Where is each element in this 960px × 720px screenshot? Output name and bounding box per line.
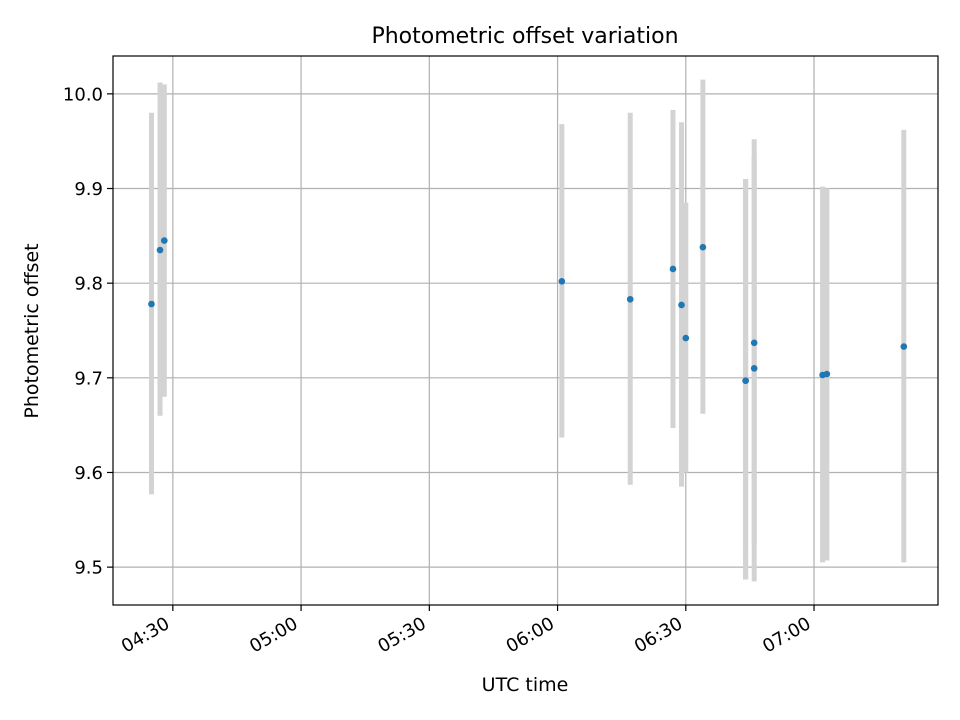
data-point	[742, 377, 749, 384]
x-tick-label: 05:00	[246, 613, 301, 657]
grid	[113, 56, 938, 605]
x-tick-label: 07:00	[759, 613, 814, 657]
plot-frame	[112, 55, 939, 606]
y-tick-label: 9.9	[74, 179, 103, 200]
x-axis-label: UTC time	[482, 674, 569, 696]
y-tick-label: 9.6	[74, 463, 103, 484]
data-point	[558, 277, 566, 285]
y-tick-label: 9.8	[74, 274, 103, 295]
x-tick-label: 06:00	[503, 613, 558, 657]
data-point	[669, 265, 677, 273]
data-point	[160, 237, 168, 244]
y-tick-label: 10.0	[63, 84, 103, 105]
data-point	[900, 343, 908, 350]
chart-title: Photometric offset variation	[371, 24, 678, 49]
x-tick-label: 06:30	[631, 613, 686, 657]
y-axis-label: Photometric offset	[21, 243, 43, 418]
data-point	[682, 334, 690, 342]
data-point	[148, 300, 155, 308]
data-point	[156, 246, 164, 254]
x-tick-label: 05:30	[374, 613, 429, 657]
error-bars	[148, 79, 907, 582]
data-point	[750, 365, 758, 372]
data-point	[678, 301, 685, 309]
data-point	[823, 370, 831, 378]
data-point	[699, 243, 707, 251]
y-axis-ticks: 9.5 9.6 9.7 9.8 9.9 10.0	[63, 84, 113, 579]
x-axis-ticks: 04:30 05:00 05:30 06:00 06:30 07:00	[118, 605, 815, 657]
data-point	[626, 295, 634, 303]
x-tick-label: 04:30	[118, 613, 173, 657]
data-points	[148, 237, 908, 384]
y-tick-label: 9.5	[74, 558, 103, 579]
y-tick-label: 9.7	[74, 368, 103, 389]
data-point	[750, 339, 758, 347]
